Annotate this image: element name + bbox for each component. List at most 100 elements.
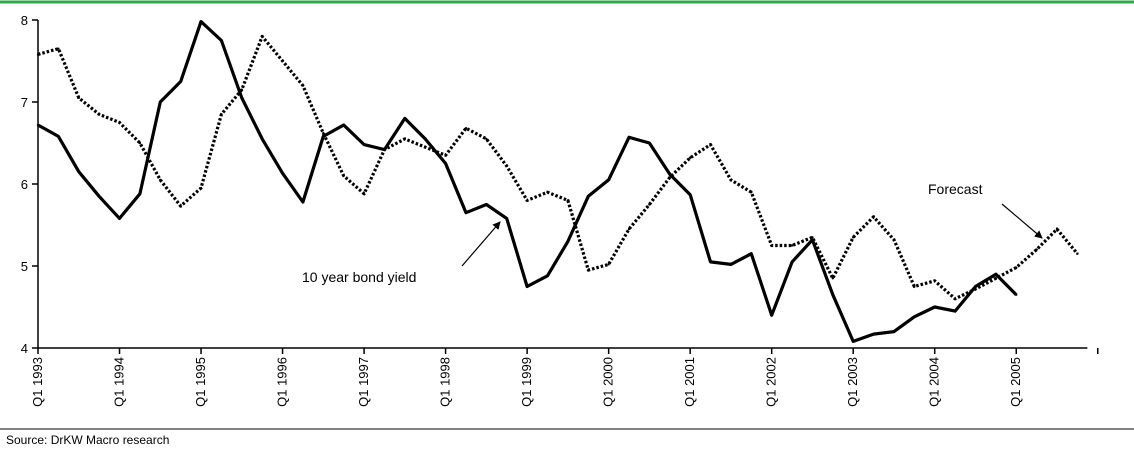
data-point: [1056, 228, 1058, 230]
data-point: [506, 165, 508, 167]
series-line-bond-yield: [38, 22, 1016, 342]
data-point: [730, 179, 732, 181]
data-point: [118, 121, 120, 123]
y-tick-label: 5: [21, 259, 28, 274]
annotation-arrow: [1002, 204, 1042, 238]
data-point: [832, 277, 834, 279]
data-point: [37, 53, 39, 55]
data-point: [1015, 294, 1017, 296]
data-point: [241, 89, 243, 91]
data-point: [261, 35, 263, 37]
data-point: [424, 146, 426, 148]
data-point: [689, 193, 691, 195]
x-axis: Q1 1993 Q1 1994 Q1 1995 Q1 1996 Q1 1997 Q1 19…: [30, 348, 1098, 407]
data-point: [546, 275, 548, 277]
data-point: [709, 143, 711, 145]
data-point: [913, 285, 915, 287]
data-point: [322, 132, 324, 134]
data-point: [200, 187, 202, 189]
data-point: [139, 142, 141, 144]
x-tick-label: Q1 2003: [845, 357, 860, 407]
data-point: [791, 261, 793, 263]
data-point: [770, 244, 772, 246]
data-point: [648, 203, 650, 205]
x-tick-label: Q1 2001: [682, 357, 697, 407]
data-point: [404, 138, 406, 140]
data-point: [363, 193, 365, 195]
data-point: [526, 199, 528, 201]
data-point: [139, 193, 141, 195]
x-tick-label: Q1 1997: [356, 357, 371, 407]
source-note: Source: DrKW Macro research: [6, 433, 169, 447]
data-point: [159, 179, 161, 181]
data-point: [730, 263, 732, 265]
data-point: [37, 124, 39, 126]
data-point: [770, 314, 772, 316]
y-tick-label: 4: [21, 341, 28, 356]
data-point: [98, 113, 100, 115]
data-point: [628, 136, 630, 138]
data-point: [302, 84, 304, 86]
data-point: [709, 261, 711, 263]
data-point: [954, 310, 956, 312]
data-point: [444, 154, 446, 156]
data-point: [444, 162, 446, 164]
data-point: [954, 298, 956, 300]
data-point: [506, 217, 508, 219]
data-point: [281, 60, 283, 62]
data-point: [1076, 253, 1078, 255]
data-point: [281, 172, 283, 174]
data-point: [852, 236, 854, 238]
annotation-label: 10 year bond yield: [302, 269, 416, 285]
data-point: [811, 236, 813, 238]
data-point: [1035, 248, 1037, 250]
data-point: [179, 80, 181, 82]
data-point: [159, 101, 161, 103]
data-point: [628, 228, 630, 230]
data-point: [750, 253, 752, 255]
data-point: [363, 143, 365, 145]
x-tick-label: Q1 2000: [601, 357, 616, 407]
data-point: [872, 216, 874, 218]
data-point: [179, 205, 181, 207]
data-point: [343, 124, 345, 126]
data-point: [750, 191, 752, 193]
x-tick-label: Q1 1999: [519, 357, 534, 407]
data-point: [587, 269, 589, 271]
data-point: [607, 179, 609, 181]
data-point: [404, 117, 406, 119]
annotation-arrow: [462, 222, 500, 266]
y-axis: 4 5 6 7 8: [21, 13, 38, 356]
y-tick-label: 6: [21, 177, 28, 192]
y-tick-label: 7: [21, 95, 28, 110]
data-point: [465, 127, 467, 129]
data-point: [485, 138, 487, 140]
data-point: [995, 277, 997, 279]
x-tick-label: Q1 2005: [1008, 357, 1023, 407]
data-point: [689, 157, 691, 159]
data-point: [485, 203, 487, 205]
x-tick-label: Q1 1998: [438, 357, 453, 407]
data-point: [913, 316, 915, 318]
data-point: [465, 212, 467, 214]
data-point: [669, 176, 671, 178]
data-point: [78, 97, 80, 99]
data-point: [893, 330, 895, 332]
data-point: [302, 201, 304, 203]
data-point: [57, 135, 59, 137]
data-point: [852, 340, 854, 342]
data-point: [546, 191, 548, 193]
x-tick-label: Q1 1994: [112, 357, 127, 407]
data-point: [220, 113, 222, 115]
data-point: [934, 306, 936, 308]
data-point: [872, 333, 874, 335]
data-point: [200, 20, 202, 22]
data-point: [832, 294, 834, 296]
x-tick-label: Q1 1995: [193, 357, 208, 407]
data-point: [220, 39, 222, 41]
data-point: [934, 280, 936, 282]
x-tick-label: Q1 1996: [275, 357, 290, 407]
data-point: [648, 142, 650, 144]
data-point: [241, 97, 243, 99]
